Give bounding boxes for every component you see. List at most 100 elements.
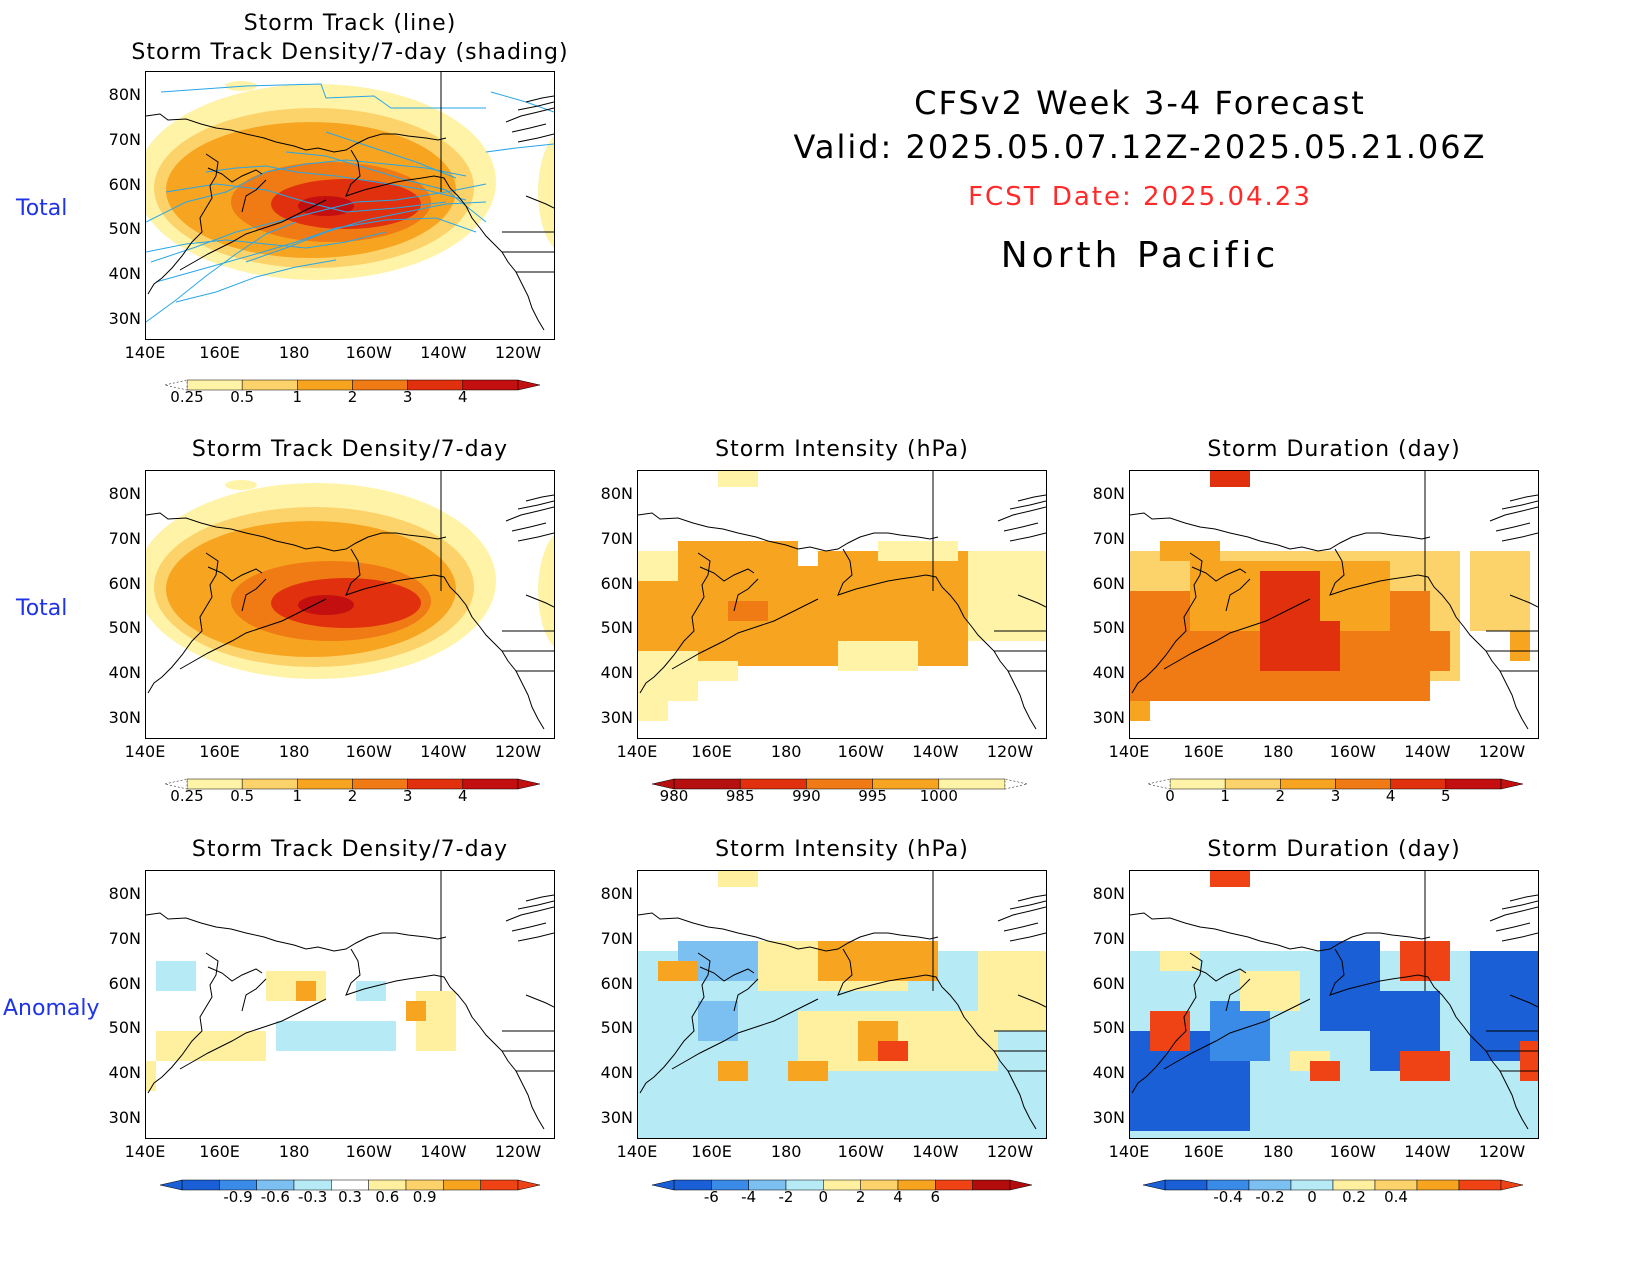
coast-segment (1163, 598, 1311, 670)
coastline (146, 871, 554, 1130)
intensity-cell (938, 571, 968, 631)
intensity-cell (838, 641, 918, 671)
colorbar-label: 995 (858, 787, 887, 805)
colorbar-label: -0.3 (298, 1188, 328, 1206)
intensity-anomaly-cell (718, 871, 758, 887)
longitude-tick-label: 140E (124, 343, 166, 362)
duration-cell (1410, 631, 1450, 671)
coast-segment (1329, 948, 1529, 1130)
intensity-anomaly-cell (788, 1061, 828, 1081)
storm-track (245, 201, 487, 263)
coast-segment (837, 948, 1037, 1130)
row-label-bottom: Anomaly (3, 996, 100, 1021)
colorbar-right-arrow (517, 778, 541, 790)
duration-anomaly-colorbar: -0.4 -0.2 0 0.2 0.4 (1142, 1179, 1524, 1206)
track-title-line1: Storm Track (line) (243, 11, 457, 36)
longitude-tick-label: 160W (345, 343, 392, 362)
colorbar-label: 4 (458, 388, 468, 406)
coast-segment (1486, 1030, 1538, 1072)
storm-track (205, 165, 467, 201)
colorbar-label: 0.5 (230, 787, 255, 805)
coast-segment (241, 978, 267, 1012)
coast-segment (1130, 512, 1431, 552)
colorbar-left-arrow (159, 1179, 183, 1191)
longitude-tick-label: 140E (1108, 742, 1150, 761)
latitude-tick-label: 30N (108, 708, 141, 727)
colorbar-label: 6 (930, 1188, 941, 1206)
coast-segment (179, 199, 327, 271)
colorbar-label: 0.6 (375, 1188, 400, 1206)
coast-segment (1489, 506, 1538, 542)
latitude-tick-label: 70N (108, 129, 141, 149)
coast-segment (502, 231, 554, 273)
latitude-tick-label: 30N (1092, 708, 1125, 727)
coast-segment (505, 906, 554, 942)
latitude-tick-label: 70N (1092, 928, 1125, 948)
colorbar-left-arrow (651, 1179, 675, 1191)
coast-segment (1501, 494, 1538, 510)
longitude-tick-label: 180 (770, 1142, 802, 1161)
coast-segment (638, 912, 939, 952)
coast-segment (146, 113, 447, 153)
colorbar-right-arrow (1009, 1179, 1033, 1191)
coast-segment (997, 906, 1046, 942)
colorbar-right-arrow (1004, 778, 1028, 790)
storm-track (285, 151, 487, 223)
colorbar-label: 0.4 (1384, 1188, 1408, 1206)
coast-segment (1191, 966, 1247, 982)
intensity-cell (638, 551, 678, 581)
colorbar-left-arrow (164, 778, 188, 790)
density-total-title: Storm Track Density/7-day (191, 437, 509, 462)
intensity-colorbar: 980 985 990 995 1000 (651, 778, 1028, 805)
colorbar-label: -0.6 (260, 1188, 290, 1206)
longitude-tick-label: 140W (912, 1142, 959, 1161)
storm-track (325, 131, 457, 179)
coast-segment (733, 578, 759, 612)
coast-segment (671, 598, 819, 670)
coast-segment (1489, 906, 1538, 942)
colorbar-label: 2 (347, 787, 358, 805)
latitude-tick-label: 80N (1092, 884, 1125, 903)
coast-segment (505, 107, 554, 143)
longitude-tick-label: 140W (1404, 1142, 1451, 1161)
colorbar-label: 0.25 (170, 388, 204, 406)
colorbar-label: 3 (402, 787, 413, 805)
longitude-tick-label: 160W (345, 742, 392, 761)
colorbar-right-arrow (517, 379, 541, 391)
coastline (1130, 871, 1538, 1130)
latitude-tick-label: 80N (108, 484, 141, 503)
latitude-tick-label: 30N (600, 708, 633, 727)
coast-segment (525, 195, 554, 209)
intensity-cell (968, 551, 1046, 641)
colorbar-label: 3 (1330, 787, 1341, 805)
intensity-anomaly-colorbar: -6 -4 -2 0 2 4 6 (651, 1179, 1033, 1206)
longitude-tick-label: 160W (837, 1142, 884, 1161)
latitude-tick-label: 40N (1092, 1063, 1125, 1083)
duration-cell (1210, 471, 1250, 487)
latitude-tick-label: 80N (1092, 484, 1125, 503)
intensity-cell (678, 541, 798, 571)
coast-segment (146, 512, 447, 552)
intensity-total-map (637, 470, 1047, 739)
longitude-tick-label: 120W (986, 742, 1034, 761)
coast-segment (733, 978, 759, 1012)
duration-anomaly-cell (1210, 871, 1250, 887)
coastline (146, 72, 554, 331)
storm-track (146, 159, 467, 223)
latitude-tick-label: 40N (600, 663, 633, 683)
colorbar-label: 0.3 (338, 1188, 362, 1206)
density-anomaly-cell (356, 981, 386, 1001)
longitude-tick-label: 160E (691, 1142, 732, 1161)
coastline (146, 471, 554, 730)
longitude-tick-label: 160W (345, 1142, 392, 1161)
duration-total-map (1129, 470, 1539, 739)
coast-segment (505, 506, 554, 542)
intensity-anomaly-map (637, 870, 1047, 1139)
longitude-tick-label: 120W (494, 1142, 542, 1161)
track-title-line2: Storm Track Density/7-day (shading) (131, 40, 569, 65)
coast-segment (179, 998, 327, 1070)
storm-track (155, 217, 477, 283)
duration-cell (1470, 551, 1530, 631)
coast-segment (1131, 952, 1203, 1094)
duration-anomaly-cell (1520, 1041, 1538, 1081)
